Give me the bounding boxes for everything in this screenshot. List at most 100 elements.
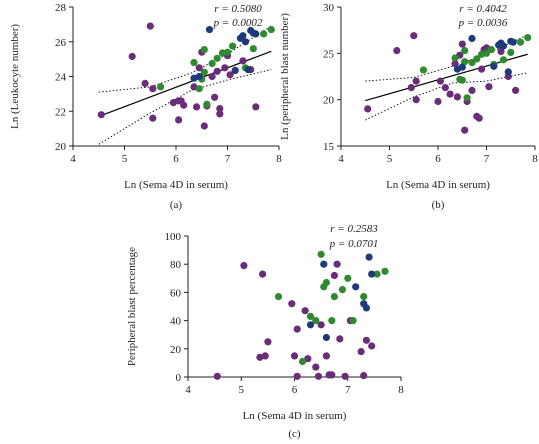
data-point-navy (320, 260, 328, 268)
data-point-purple (149, 114, 157, 122)
data-point-purple (221, 64, 229, 72)
data-point-green (344, 274, 352, 282)
scatter-panel-b: 4 5 6 7 8 15 20 25 30 Ln (Sema 4D in serum) Ln (pe… (279, 2, 538, 211)
data-point-navy (504, 68, 512, 76)
x-tick-label: 4 (70, 153, 76, 165)
data-point-purple (312, 363, 320, 371)
data-point-green (317, 250, 325, 258)
x-tick-label: 8 (532, 153, 538, 165)
data-point-purple (393, 47, 401, 55)
data-point-navy (362, 304, 370, 312)
data-point-green (298, 357, 307, 366)
data-point-purple (328, 371, 336, 379)
data-point-green (208, 59, 216, 68)
y-tick-label: 20 (323, 95, 335, 107)
p-value-label: p = 0.0002 (213, 17, 263, 29)
data-point-purple (497, 47, 505, 56)
data-point-purple (410, 32, 418, 40)
data-point-purple (213, 372, 221, 380)
data-point-green (499, 56, 508, 64)
scatter-panel-a: 4 5 6 7 8 20 22 24 26 28 Ln (Sema 4D in serum) Ln (… (9, 2, 282, 211)
data-point-purple (290, 352, 299, 360)
data-point-purple (333, 260, 341, 268)
y-tick-label: 25 (323, 48, 335, 60)
y-axis-title: Ln (peripheral blast number) (279, 13, 291, 140)
y-tick-label: 22 (55, 106, 66, 118)
data-point-navy (244, 66, 252, 74)
data-point-green (190, 59, 198, 67)
data-point-purple (475, 114, 483, 122)
data-point-green (260, 30, 268, 38)
data-point-purple (259, 270, 267, 278)
data-point-purple (226, 71, 234, 79)
data-point-green (524, 34, 532, 42)
p-value-label: p = 0.0701 (329, 238, 379, 250)
data-point-navy (231, 66, 239, 74)
y-tick-label: 26 (55, 37, 67, 49)
data-point-purple (180, 101, 188, 109)
data-point-navy (468, 34, 476, 43)
data-point-purple (441, 84, 449, 92)
correlation-r-label: r = 0.2583 (330, 223, 378, 235)
x-tick-label: 7 (484, 153, 490, 165)
data-point-green (373, 270, 381, 278)
data-point-purple (216, 105, 224, 113)
data-point-navy (195, 72, 203, 81)
data-point-purple (322, 352, 330, 360)
x-tick-label: 8 (398, 384, 404, 396)
data-point-purple (434, 97, 442, 106)
data-point-green (360, 293, 368, 301)
data-point-purple (336, 335, 344, 343)
data-point-purple (360, 372, 368, 380)
data-point-green (195, 85, 203, 93)
y-axis-title: Ln (Leukocyte number) (9, 24, 21, 129)
data-point-purple (195, 64, 203, 72)
y-tick-label: 24 (55, 72, 67, 84)
data-point-purple (208, 72, 216, 81)
data-point-green (507, 48, 515, 57)
data-point-purple (193, 103, 201, 111)
data-point-navy (252, 30, 260, 38)
data-point-green (349, 317, 357, 325)
x-tick-label: 5 (387, 153, 393, 165)
data-point-purple (149, 85, 157, 93)
data-point-purple (200, 122, 208, 130)
data-point-green (487, 46, 495, 54)
data-point-purple (240, 262, 248, 270)
x-tick-label: 7 (345, 384, 351, 396)
data-point-purple (451, 59, 459, 68)
data-point-purple (357, 348, 365, 356)
data-point-green (463, 94, 471, 102)
data-point-purple (239, 57, 247, 65)
data-point-green (306, 312, 315, 320)
data-point-purple (301, 307, 309, 315)
data-point-purple (407, 84, 415, 92)
data-point-navy (365, 253, 373, 261)
data-point-green (451, 54, 459, 62)
data-point-purple (293, 325, 301, 333)
data-point-navy (322, 333, 330, 342)
data-point-navy (241, 38, 250, 46)
data-point-purple (97, 111, 105, 119)
y-tick-label: 20 (55, 141, 67, 153)
panel-label: (a) (170, 199, 183, 211)
data-point-purple (261, 352, 269, 360)
data-point-purple (304, 355, 312, 363)
data-point-purple (317, 321, 325, 329)
y-tick-label: 30 (323, 2, 335, 14)
confidence-band-upper (98, 25, 272, 93)
data-point-purple (141, 79, 149, 87)
y-tick-label: 80 (170, 259, 182, 271)
data-point-green (381, 267, 389, 275)
x-tick-label: 6 (435, 153, 441, 165)
x-tick-label: 4 (338, 153, 344, 165)
data-point-green (482, 49, 491, 57)
data-point-purple (446, 90, 454, 98)
data-point-purple (412, 77, 420, 85)
data-point-navy (509, 38, 517, 46)
data-point-navy (490, 62, 498, 70)
data-point-purple (252, 103, 260, 111)
data-point-green (419, 66, 427, 74)
data-point-purple (314, 372, 323, 380)
